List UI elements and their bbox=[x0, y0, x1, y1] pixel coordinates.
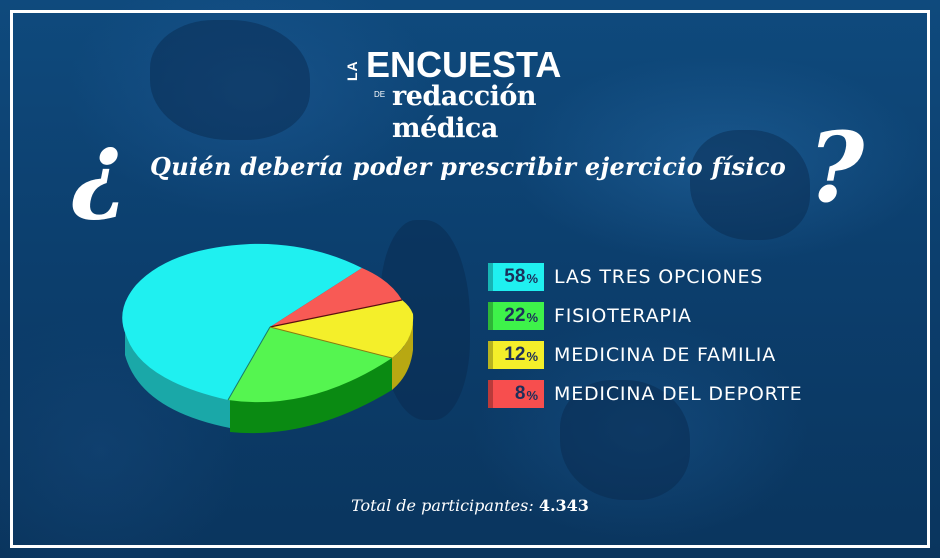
pie-slice-las-tres-opciones bbox=[122, 243, 362, 400]
logo-connector: DE bbox=[374, 90, 386, 99]
logo-subtitle: redacción médica bbox=[392, 81, 537, 144]
pie-side-green bbox=[230, 358, 392, 434]
close-question-mark: ? bbox=[808, 111, 865, 224]
pie-side-yellow bbox=[392, 322, 413, 390]
white-frame-border bbox=[10, 10, 930, 548]
legend-item-medicina-del-deporte: 8% MEDICINA DEL DEPORTE bbox=[488, 379, 803, 409]
legend-value: 8 bbox=[514, 383, 526, 404]
pie-chart bbox=[122, 243, 414, 434]
legend-value: 22 bbox=[504, 305, 526, 326]
logo-prefix: LA bbox=[344, 60, 360, 81]
logo-main-text: ENCUESTA bbox=[366, 44, 562, 85]
legend-label: LAS TRES OPCIONES bbox=[554, 266, 764, 288]
legend-swatch: 8% bbox=[488, 380, 544, 408]
legend-swatch: 58% bbox=[488, 263, 544, 291]
total-label: Total de participantes: bbox=[351, 496, 534, 515]
pie-slice-fisioterapia bbox=[228, 327, 392, 403]
legend-swatch: 22% bbox=[488, 302, 544, 330]
chart-legend: 58% LAS TRES OPCIONES 22% FISIOTERAPIA 1… bbox=[488, 262, 803, 418]
legend-label: MEDICINA DE FAMILIA bbox=[554, 344, 776, 366]
legend-label: FISIOTERAPIA bbox=[554, 305, 692, 327]
legend-swatch: 12% bbox=[488, 341, 544, 369]
pie-slice-medicina-deporte bbox=[270, 268, 402, 327]
pie-side-cyan bbox=[125, 325, 230, 428]
open-question-mark: ¿ bbox=[72, 111, 129, 224]
percent-sign: % bbox=[526, 388, 538, 403]
legend-value: 58 bbox=[504, 266, 526, 287]
logo: LA ENCUESTA DE redacción médica bbox=[340, 44, 610, 145]
pie-slice-medicina-familia bbox=[270, 300, 414, 358]
survey-question: Quién debería poder prescribir ejercicio… bbox=[150, 152, 787, 181]
total-participants: Total de participantes: 4.343 bbox=[0, 496, 940, 515]
percent-sign: % bbox=[526, 349, 538, 364]
legend-item-las-tres-opciones: 58% LAS TRES OPCIONES bbox=[488, 262, 803, 292]
percent-sign: % bbox=[526, 310, 538, 325]
percent-sign: % bbox=[526, 271, 538, 286]
legend-item-fisioterapia: 22% FISIOTERAPIA bbox=[488, 301, 803, 331]
legend-label: MEDICINA DEL DEPORTE bbox=[554, 383, 803, 405]
legend-item-medicina-de-familia: 12% MEDICINA DE FAMILIA bbox=[488, 340, 803, 370]
legend-value: 12 bbox=[504, 344, 526, 365]
total-value: 4.343 bbox=[538, 496, 589, 515]
